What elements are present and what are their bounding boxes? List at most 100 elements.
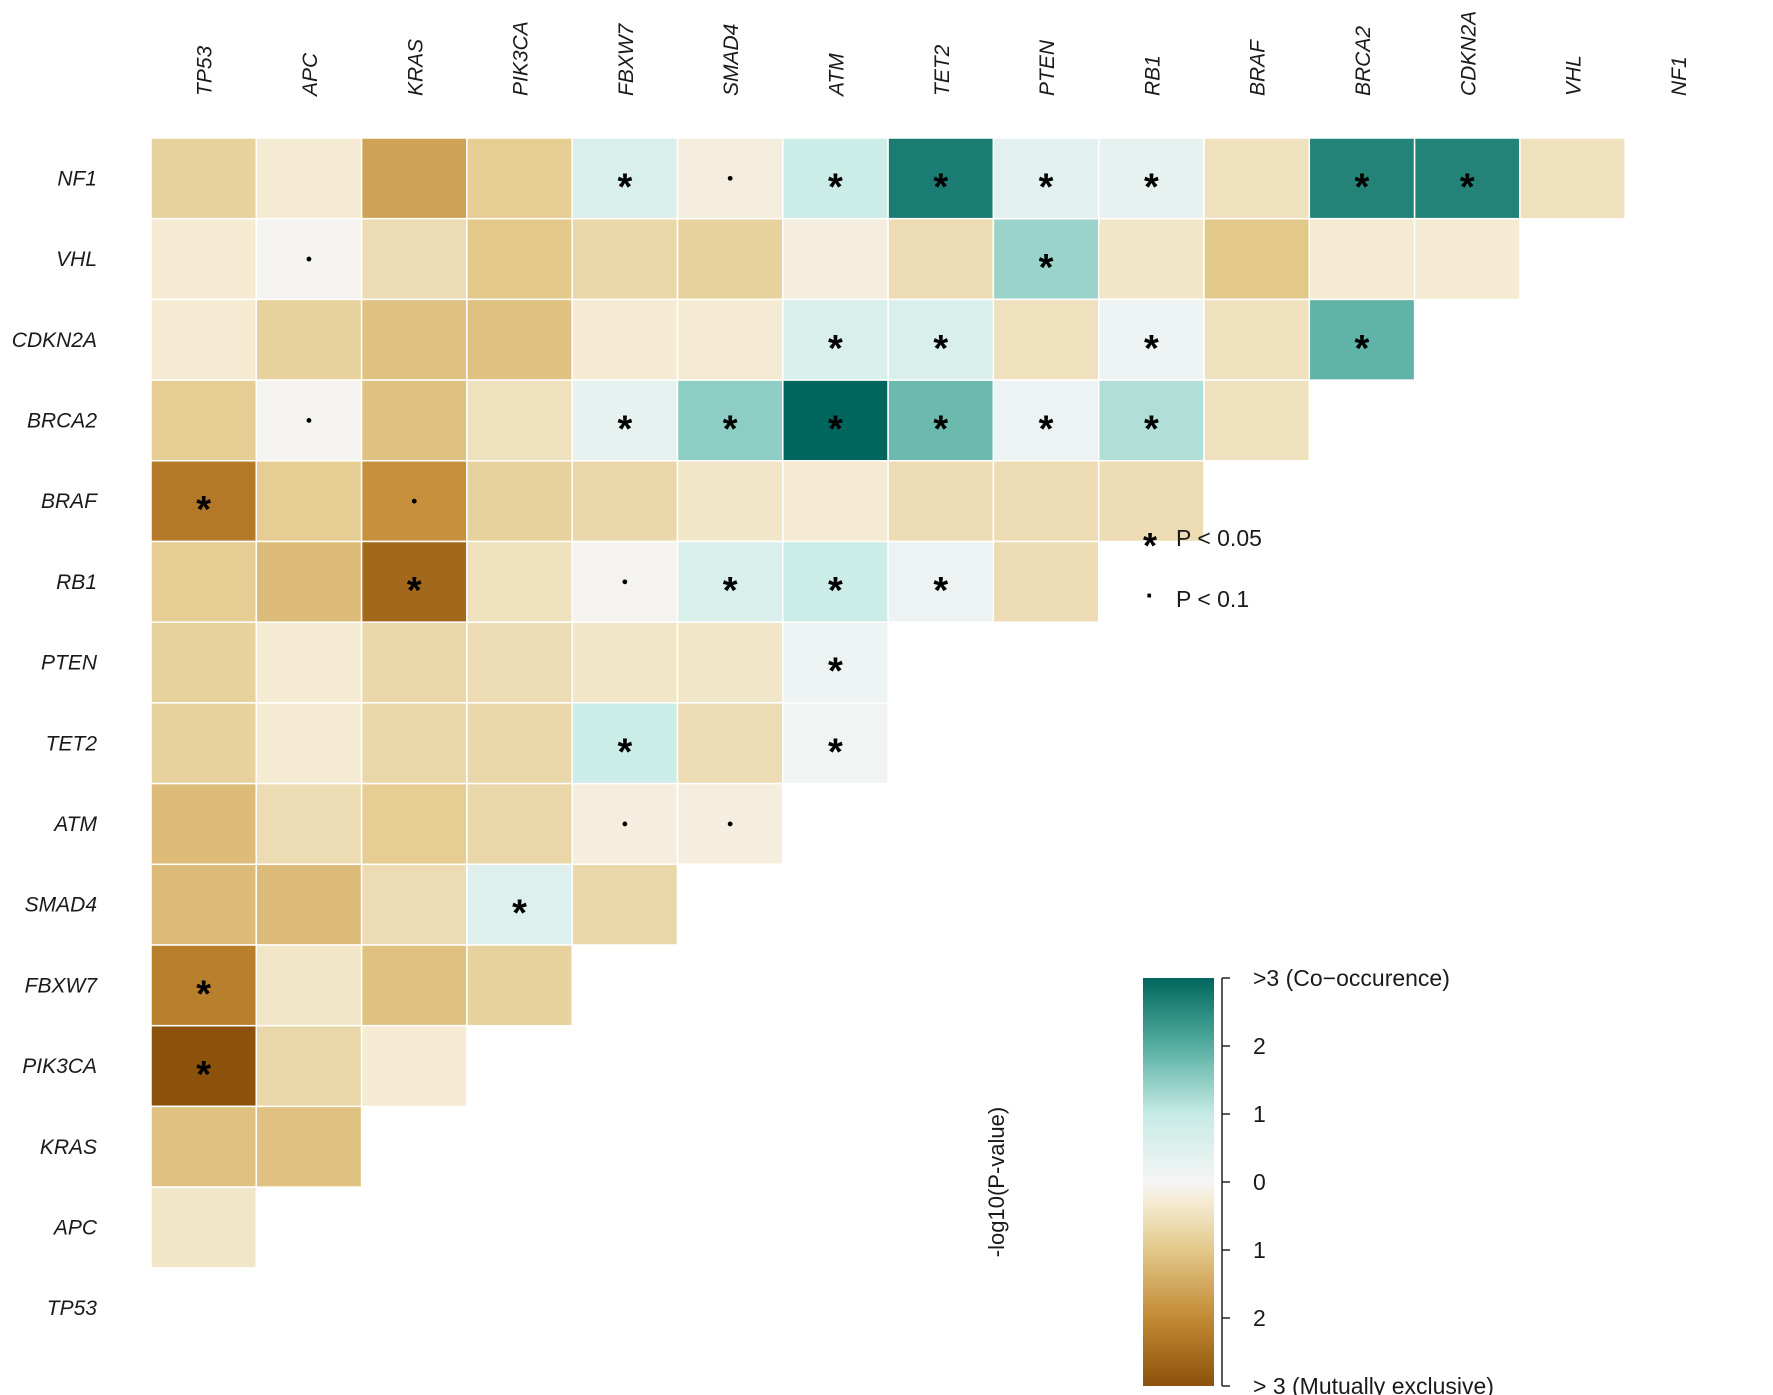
sig-star-mark: * [196,973,211,1015]
sig-star-mark: * [1144,166,1159,208]
significance-marks: * * * * * * * * * * * * * * * * * * * * * * * * * * * * * [196,166,1475,1096]
colorbar-tick-label: 1 [1253,1101,1266,1127]
cell-brca2-rb1 [1097,379,1205,462]
sig-star-mark: * [933,570,948,612]
cell-vhl-braf [1203,217,1311,301]
cell-brca2-atm [782,379,889,462]
sig-star-mark: * [828,651,843,693]
row-label-apc: APC [52,1216,98,1239]
cell-vhl-pten [992,217,1100,301]
cell-pik3ca-kras [360,1024,468,1108]
colorbar-tick-label: 2 [1253,1033,1266,1059]
sig-star-mark: * [933,408,948,450]
col-label-apc: APC [299,52,322,98]
cell-cdkn2a-brca2 [1308,298,1416,381]
cell-nf1-vhl [1519,137,1626,220]
cell-fbxw7-apc [255,944,363,1027]
col-label-fbxw7: FBXW7 [615,22,638,96]
cell-rb1-tet2 [887,540,995,623]
cell-vhl-rb1 [1097,217,1205,301]
cell-pten-pik3ca [466,621,573,704]
row-label-pik3ca: PIK3CA [22,1055,97,1078]
sig-star-mark: * [512,893,527,935]
sig-star-mark: * [933,166,948,208]
col-label-atm: ATM [825,53,848,98]
cell-vhl-brca2 [1308,217,1416,301]
cell-brca2-pten [992,379,1100,462]
row-label-smad4: SMAD4 [25,894,97,917]
cell-nf1-fbxw7 [571,137,679,220]
cell-cdkn2a-tp53 [150,298,258,381]
cell-braf-rb1 [1097,460,1205,543]
cell-atm-apc [255,782,363,866]
colorbar-tick-label: 0 [1253,1169,1266,1195]
cell-nf1-tp53 [150,137,258,220]
colorbar: >3 (Co−occurence) 2 1 0 1 2 > 3 (Mutually excl… [984,965,1494,1395]
sig-star-mark: * [828,328,843,370]
cell-braf-atm [782,460,889,543]
cell-pten-smad4 [676,621,784,704]
sig-star-mark: * [196,1054,211,1096]
cell-rb1-pten [992,540,1100,623]
col-label-nf1: NF1 [1668,56,1691,96]
row-label-rb1: RB1 [56,571,97,594]
sig-dot-mark [622,821,628,827]
row-label-pten: PTEN [41,652,98,675]
cell-rb1-smad4 [676,540,784,623]
cell-kras-tp53 [150,1105,258,1188]
row-label-fbxw7: FBXW7 [25,974,99,997]
cell-cdkn2a-pten [992,298,1100,381]
sig-star-mark: * [1039,408,1054,450]
cell-braf-tet2 [887,460,995,543]
cell-nf1-rb1 [1097,137,1205,220]
cell-brca2-pik3ca [466,379,573,462]
cell-braf-tp53 [150,460,258,543]
sig-dot-mark [306,418,312,423]
cell-pik3ca-apc [255,1024,363,1108]
sig-dot-mark [727,175,733,181]
sig-star-mark: * [1355,328,1370,370]
cell-kras-apc [255,1105,363,1188]
cell-smad4-apc [255,863,363,946]
sig-star-mark: * [617,731,632,773]
row-gene-labels: NF1 VHL CDKN2A BRCA2 BRAF RB1 PTEN TET2 ATM SMAD4… [12,167,99,1320]
row-label-kras: KRAS [40,1136,97,1159]
cell-smad4-fbxw7 [571,863,679,946]
sig-dot-mark [306,256,312,262]
colorbar-tick-label: > 3 (Mutually exclusive) [1253,1373,1494,1395]
row-label-atm: ATM [52,813,97,836]
colorbar-gradient [1143,978,1214,1386]
cell-cdkn2a-pik3ca [466,298,573,381]
col-label-pten: PTEN [1036,39,1059,96]
col-label-tp53: TP53 [194,45,217,96]
cell-braf-pten [992,460,1100,543]
legend-star-symbol: * [1143,525,1157,566]
colorbar-title: -log10(P-value) [984,1107,1009,1257]
cell-apc-tp53 [150,1186,258,1269]
heatmap-cells [150,137,1626,1269]
cell-rb1-tp53 [150,540,258,623]
cell-smad4-kras [360,863,468,946]
cell-vhl-fbxw7 [571,217,679,301]
cell-rb1-kras [360,540,468,623]
sig-star-mark: * [1039,166,1054,208]
row-label-tp53: TP53 [47,1297,98,1320]
cell-rb1-pik3ca [466,540,573,623]
col-label-smad4: SMAD4 [720,24,743,96]
legend-star-label: P < 0.05 [1176,525,1262,551]
col-label-cdkn2a: CDKN2A [1457,11,1480,96]
col-label-tet2: TET2 [931,44,954,96]
row-label-braf: BRAF [41,490,98,513]
cell-braf-fbxw7 [571,460,679,543]
cell-nf1-atm [782,137,889,220]
legend-dot-label: P < 0.1 [1176,586,1249,612]
cell-pik3ca-tp53 [150,1024,258,1108]
colorbar-tick-label: 2 [1253,1305,1266,1331]
sig-star-mark: * [828,570,843,612]
row-label-brca2: BRCA2 [27,409,97,432]
sig-dot-mark [622,579,628,585]
cell-nf1-pik3ca [466,137,573,220]
col-label-braf: BRAF [1247,39,1270,96]
cell-tet2-smad4 [676,702,784,785]
